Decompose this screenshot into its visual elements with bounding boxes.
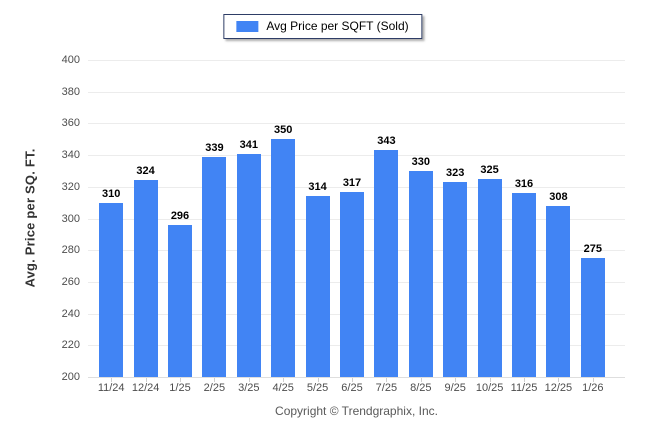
bar-6-25[interactable] [340,191,364,377]
y-axis-tick-label: 300 [61,212,80,225]
y-axis-tick-label: 200 [61,371,80,383]
bar-4-25[interactable] [271,139,296,377]
x-axis-tick-label: 8/25 [410,382,432,394]
x-axis-tick-label: 3/25 [238,382,260,394]
bar-value-label: 310 [102,187,121,200]
bar-value-label: 314 [308,181,327,194]
bar-value-label: 330 [411,155,430,168]
bar-value-label: 339 [205,141,224,154]
bar-11-24[interactable] [99,202,124,377]
y-axis-tick-label: 320 [61,180,80,193]
bar-value-label: 296 [170,209,190,222]
x-axis-tick-label: 12/25 [544,382,573,394]
bar-7-25[interactable] [374,150,399,377]
bar-1-26[interactable] [580,258,605,377]
bar-3-25[interactable] [236,153,261,377]
bar-12-25[interactable] [546,205,571,377]
bar-value-label: 325 [480,163,499,176]
x-axis-tick-label: 11/25 [510,382,538,394]
axis-tick [455,378,457,382]
axis-tick [180,378,181,382]
axis-tick [592,378,594,382]
gridline [88,186,625,188]
bar-value-label: 343 [377,135,396,148]
copyright-text: Copyright © Trendgraphix, Inc. [275,404,438,418]
x-axis-tick-label: 5/25 [306,382,329,394]
x-axis-tick-label: 9/25 [444,382,466,394]
bar-value-label: 324 [136,165,155,178]
x-axis-tick-label: 10/25 [475,382,504,394]
gridline [88,123,625,125]
bar-12-24[interactable] [133,180,158,377]
x-axis-tick-label: 6/25 [341,382,363,394]
legend-swatch-icon [236,20,259,32]
bar-value-label: 275 [583,243,602,256]
bar-value-label: 317 [342,176,362,189]
bar-value-label: 323 [446,167,465,180]
x-axis-tick-label: 1/25 [169,382,191,394]
axis-tick [420,378,422,382]
axis-tick [145,378,147,382]
axis-tick [317,378,319,382]
y-axis-tick-label: 360 [61,117,80,130]
y-axis-title: Avg. Price per SQ. FT. [22,148,38,288]
bar-5-25[interactable] [305,196,330,377]
axis-tick [352,378,353,382]
gridline [88,91,625,93]
y-axis-tick-label: 340 [61,149,80,162]
x-axis-tick-label: 12/24 [131,382,160,394]
gridline [88,60,625,61]
plot-area: 310 324 296 339 341 350 314 317 343 330 323 325 316 3… [88,60,625,378]
axis-tick [283,378,285,382]
x-axis-tick-label: 1/26 [582,382,604,394]
x-axis-tick-label: 11/24 [97,382,125,394]
bar-2-25[interactable] [202,156,227,377]
y-axis-tick-label: 400 [61,54,80,66]
bar-value-label: 316 [514,178,534,191]
y-axis-tick-label: 240 [61,307,80,320]
x-axis-tick-label: 7/25 [375,382,398,394]
axis-tick [214,378,216,382]
axis-tick [386,378,388,382]
bar-value-label: 308 [549,190,568,203]
bar-value-label: 350 [274,124,293,137]
bar-9-25[interactable] [443,182,468,377]
y-axis-tick-label: 380 [61,85,80,98]
axis-tick [489,378,491,382]
bar-value-label: 341 [239,138,258,151]
gridline [88,155,625,157]
bar-11-25[interactable] [512,193,536,377]
axis-tick [111,378,113,382]
axis-tick [558,378,560,382]
x-axis-tick-label: 2/25 [203,382,226,394]
y-axis-tick-label: 260 [61,275,80,288]
legend-label: Avg Price per SQFT (Sold) [266,19,409,33]
axis-tick [248,378,250,382]
axis-tick [524,378,525,382]
bar-10-25[interactable] [477,178,502,377]
y-axis-tick-label: 220 [61,339,80,352]
y-axis-tick-label: 280 [61,244,80,257]
legend[interactable]: Avg Price per SQFT (Sold) [223,14,423,39]
bar-8-25[interactable] [408,170,433,377]
bar-1-25[interactable] [168,224,192,377]
x-axis-tick-label: 4/25 [272,382,294,394]
